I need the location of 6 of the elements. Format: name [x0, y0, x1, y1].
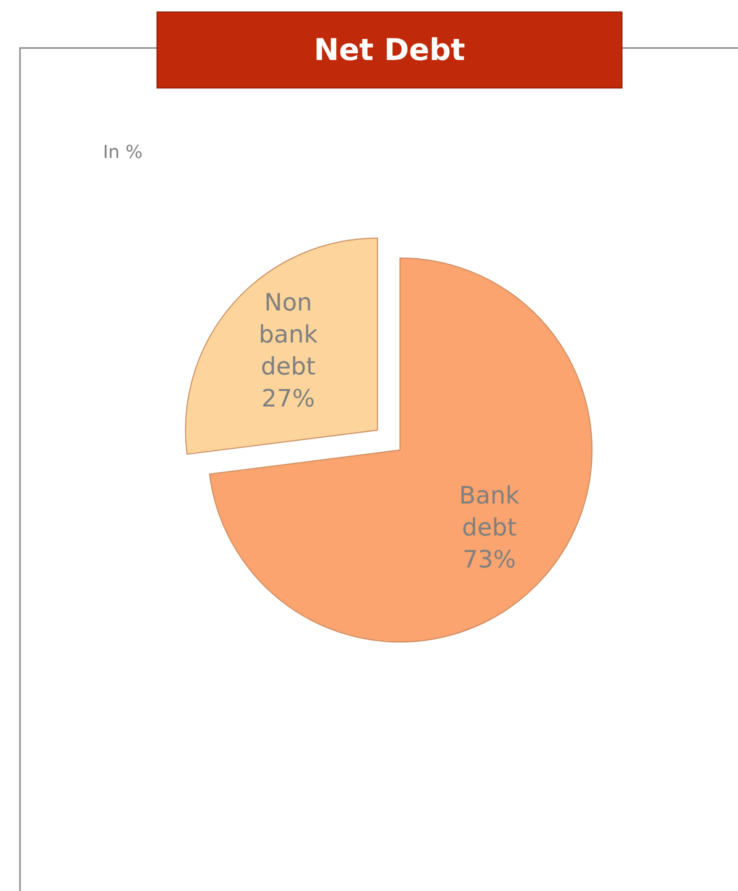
data-label: 73% — [462, 545, 516, 574]
slice-label: Bank debt — [459, 481, 520, 542]
slice-label: Non bank debt — [258, 288, 318, 380]
data-label: 27% — [262, 384, 315, 412]
chart-title: Net Debt — [314, 33, 466, 68]
chart-subtitle: In % — [103, 142, 143, 163]
